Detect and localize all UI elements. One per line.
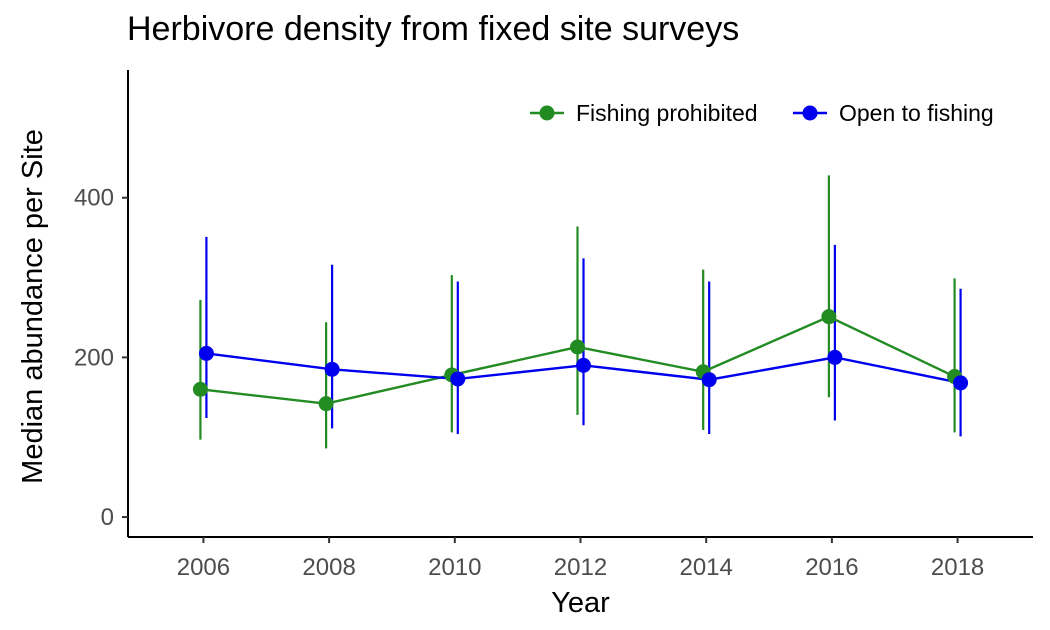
- data-point-open-to-fishing: [324, 361, 340, 377]
- legend-key-marker: [802, 105, 818, 121]
- data-point-fishing-prohibited: [192, 381, 208, 397]
- data-point-fishing-prohibited: [318, 396, 334, 412]
- legend-key-marker: [539, 105, 555, 121]
- legend-item-open-to-fishing: Open to fishing: [793, 100, 994, 126]
- error-bars-layer: [199, 175, 962, 449]
- x-axis-ticks: 2006 2008 2010 2012 2014 2016 2018: [177, 537, 984, 581]
- x-tick-label: 2010: [428, 554, 481, 581]
- legend-label: Open to fishing: [839, 100, 994, 126]
- legend-label: Fishing prohibited: [576, 100, 758, 126]
- x-tick-label: 2006: [177, 554, 230, 581]
- data-point-open-to-fishing: [827, 349, 843, 365]
- data-point-open-to-fishing: [701, 372, 717, 388]
- data-point-open-to-fishing: [953, 375, 969, 391]
- legend-item-fishing-prohibited: Fishing prohibited: [530, 100, 758, 126]
- chart-title: Herbivore density from fixed site survey…: [127, 10, 740, 48]
- x-tick-label: 2008: [302, 554, 355, 581]
- data-point-open-to-fishing: [198, 345, 214, 361]
- x-tick-label: 2012: [554, 554, 607, 581]
- x-axis-title: Year: [551, 587, 610, 619]
- y-tick-label: 200: [74, 344, 114, 371]
- data-point-fishing-prohibited: [821, 309, 837, 325]
- x-tick-label: 2014: [679, 554, 732, 581]
- legend: Fishing prohibited Open to fishing: [530, 100, 994, 126]
- x-tick-label: 2018: [931, 554, 984, 581]
- x-tick-label: 2016: [805, 554, 858, 581]
- y-tick-label: 400: [74, 185, 114, 212]
- points-layer: [192, 309, 969, 412]
- data-point-fishing-prohibited: [570, 339, 585, 355]
- y-axis-ticks: 0 200 400: [74, 185, 128, 531]
- y-tick-label: 0: [101, 504, 114, 531]
- data-point-open-to-fishing: [450, 371, 466, 387]
- data-point-open-to-fishing: [576, 357, 591, 373]
- y-axis-title: Median abundance per Site: [17, 129, 49, 484]
